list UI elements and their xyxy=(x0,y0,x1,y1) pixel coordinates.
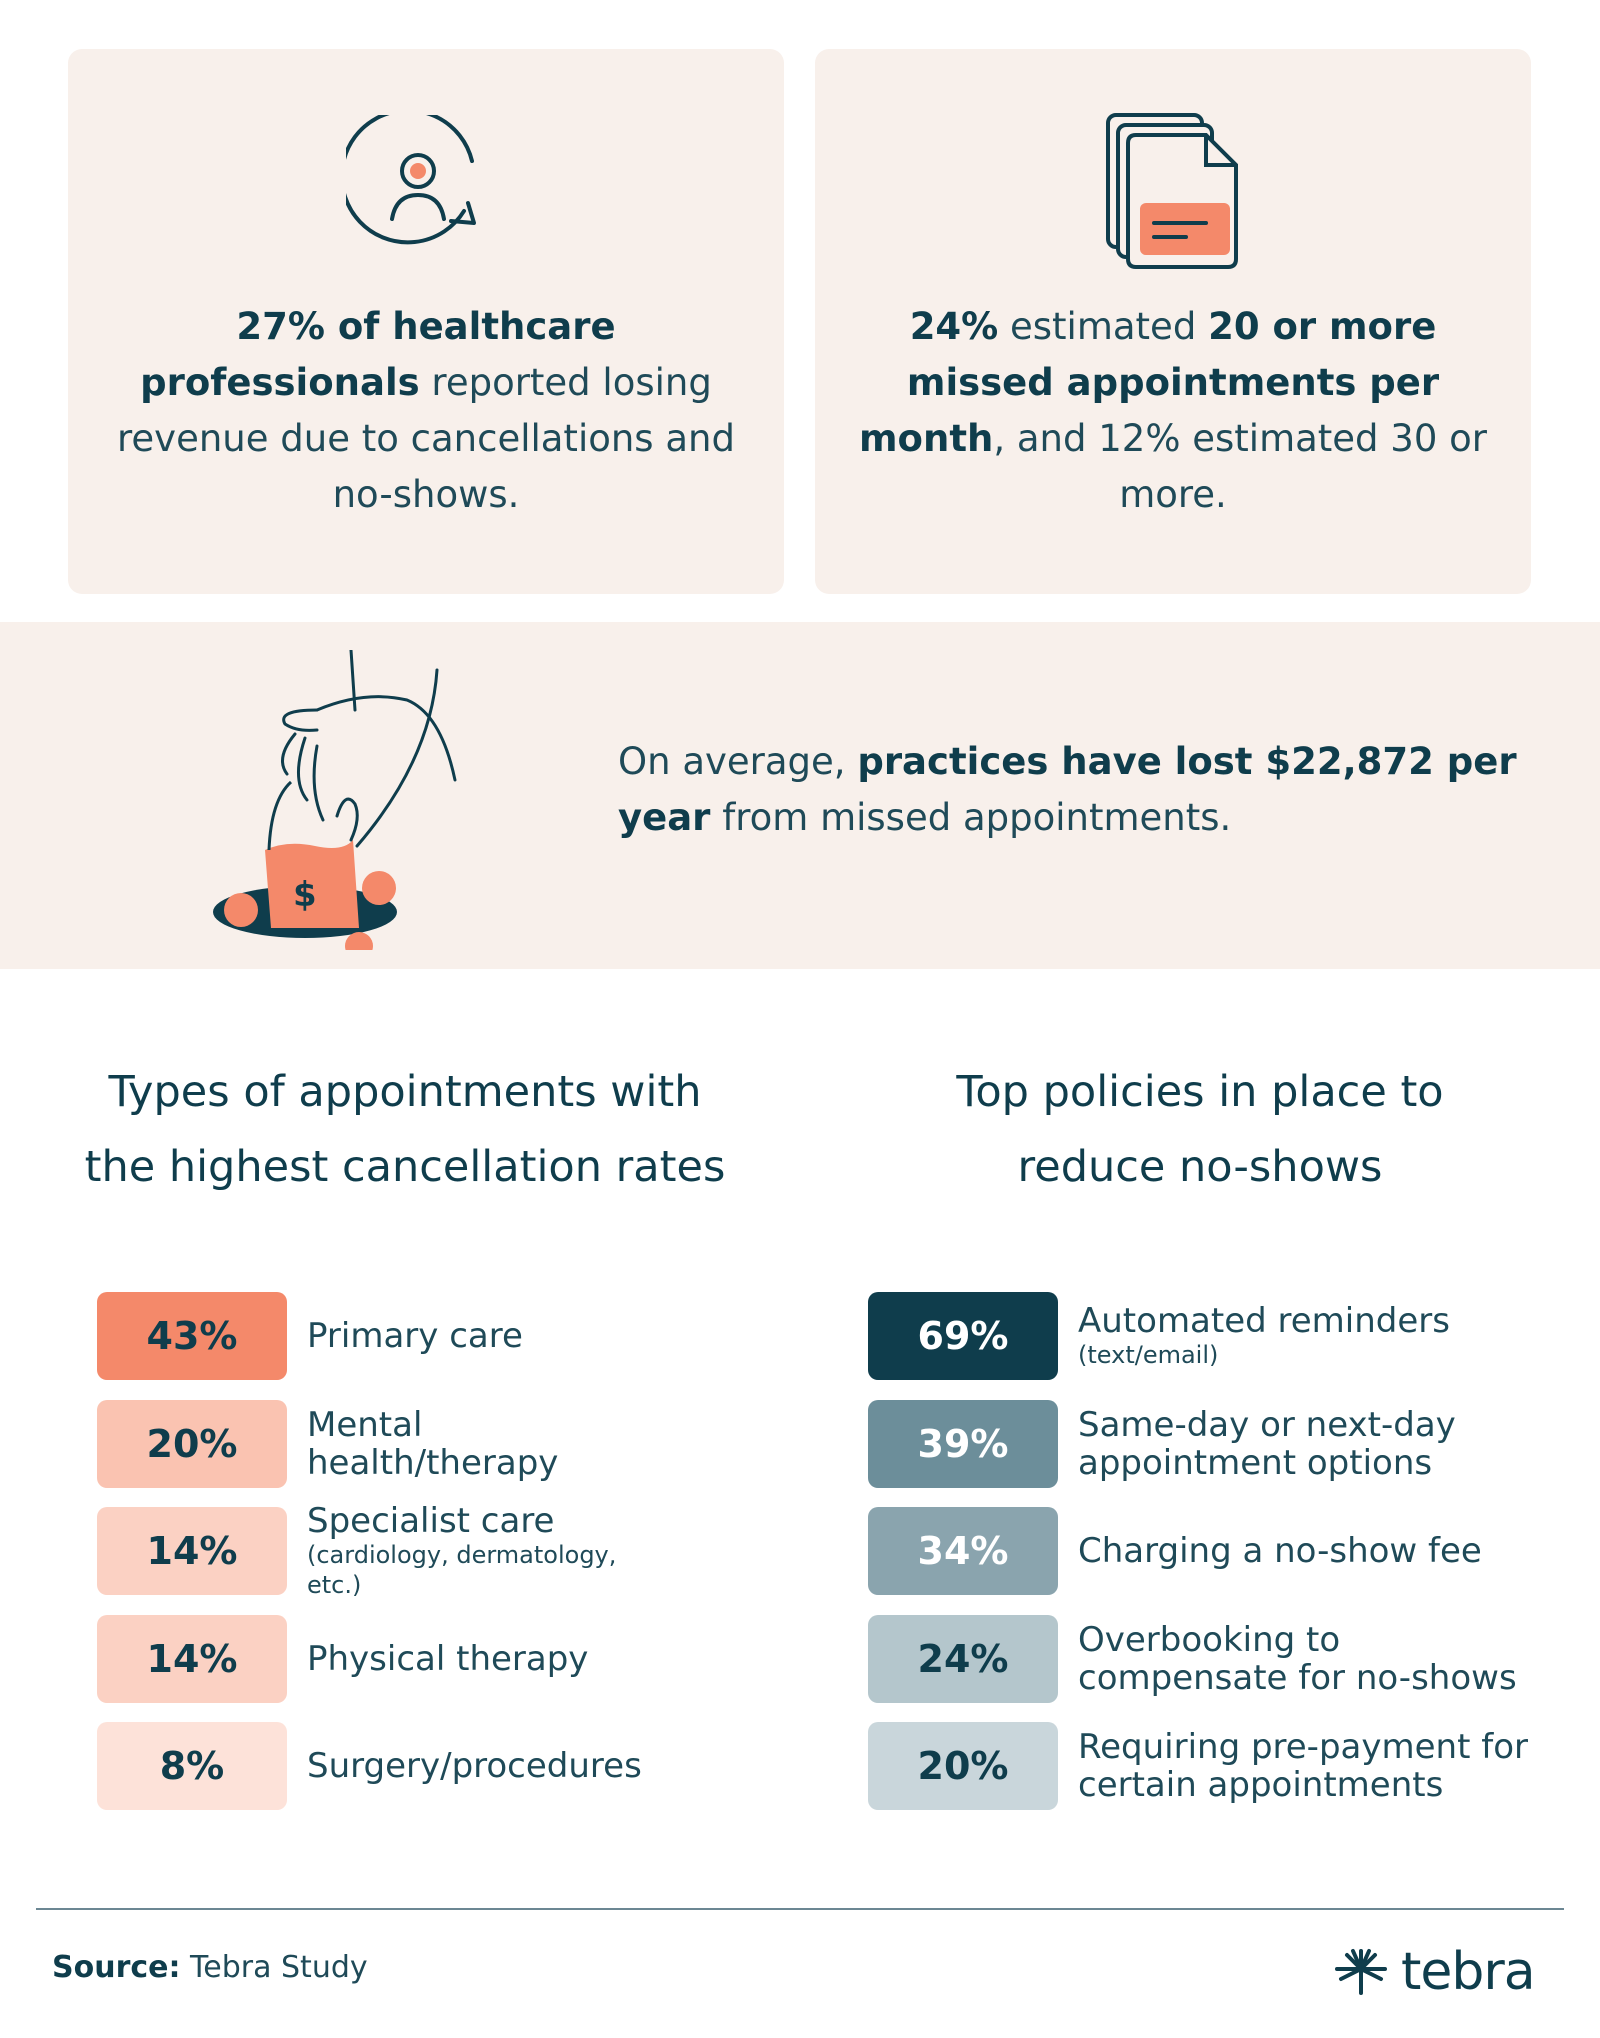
row-label-main: Specialist care xyxy=(307,1501,555,1541)
row-label-main: Surgery/procedures xyxy=(307,1746,642,1786)
percent-badge: 8% xyxy=(97,1722,287,1810)
percent-badge: 43% xyxy=(97,1292,287,1380)
row-label: Charging a no-show fee xyxy=(1078,1507,1558,1595)
source-credit: Source: Tebra Study xyxy=(52,1950,368,1985)
revenue-loss-stat: 27% of healthcare professionals reported… xyxy=(117,305,735,516)
percent-badge: 24% xyxy=(868,1615,1058,1703)
footer-divider xyxy=(36,1908,1564,1910)
row-label: Primary care xyxy=(307,1292,667,1380)
average-loss-banner: $ On average, practices have lost $22,87… xyxy=(0,622,1600,969)
hand-money-hole-icon: $ xyxy=(205,648,465,960)
person-cycle-icon xyxy=(339,108,506,269)
percent-badge: 14% xyxy=(97,1507,287,1595)
svg-text:$: $ xyxy=(293,875,317,915)
row-label: Overbooking to compensate for no-shows xyxy=(1078,1615,1558,1703)
row-label-sub: (text/email) xyxy=(1078,1341,1219,1369)
row-label: Automated reminders (text/email) xyxy=(1078,1292,1558,1380)
row-label: Same-day or next-day appointment options xyxy=(1078,1400,1558,1488)
row-label-main: Overbooking to compensate for no-shows xyxy=(1078,1620,1517,1698)
row-label-main: Primary care xyxy=(307,1316,523,1356)
percent-badge: 69% xyxy=(868,1292,1058,1380)
row-label: Specialist care (cardiology, dermatology… xyxy=(307,1502,667,1599)
row-label-main: Physical therapy xyxy=(307,1639,589,1679)
tebra-logo-mark xyxy=(1335,1949,1387,1995)
row-label-main: Charging a no-show fee xyxy=(1078,1531,1482,1571)
no-show-policies-title: Top policies in place to reduce no-shows xyxy=(956,1067,1444,1192)
row-label-main: Mental health/therapy xyxy=(307,1405,559,1483)
stat-card-revenue-loss: 27% of healthcare professionals reported… xyxy=(68,49,784,594)
cancellation-rates-title: Types of appointments with the highest c… xyxy=(84,1067,726,1192)
percent-badge: 34% xyxy=(868,1507,1058,1595)
percent-badge: 20% xyxy=(868,1722,1058,1810)
average-loss-stat: On average, practices have lost $22,872 … xyxy=(618,740,1517,839)
percent-badge: 39% xyxy=(868,1400,1058,1488)
stat-card-missed-appointments: 24% estimated 20 or more missed appointm… xyxy=(815,49,1531,594)
tebra-logo: tebra xyxy=(1333,1942,1536,2002)
row-label: Mental health/therapy xyxy=(307,1400,667,1488)
row-label-main: Same-day or next-day appointment options xyxy=(1078,1405,1456,1483)
row-label: Physical therapy xyxy=(307,1615,667,1703)
row-label-main: Automated reminders xyxy=(1078,1301,1450,1341)
percent-badge: 14% xyxy=(97,1615,287,1703)
row-label: Surgery/procedures xyxy=(307,1722,667,1810)
row-label: Requiring pre-payment for certain appoin… xyxy=(1078,1722,1558,1810)
missed-appointments-stat: 24% estimated 20 or more missed appointm… xyxy=(859,305,1487,516)
row-label-main: Requiring pre-payment for certain appoin… xyxy=(1078,1727,1528,1805)
tebra-wordmark: tebra xyxy=(1401,1942,1536,2002)
row-label-sub: (cardiology, dermatology, etc.) xyxy=(307,1541,617,1599)
percent-badge: 20% xyxy=(97,1400,287,1488)
documents-icon xyxy=(1088,107,1258,281)
